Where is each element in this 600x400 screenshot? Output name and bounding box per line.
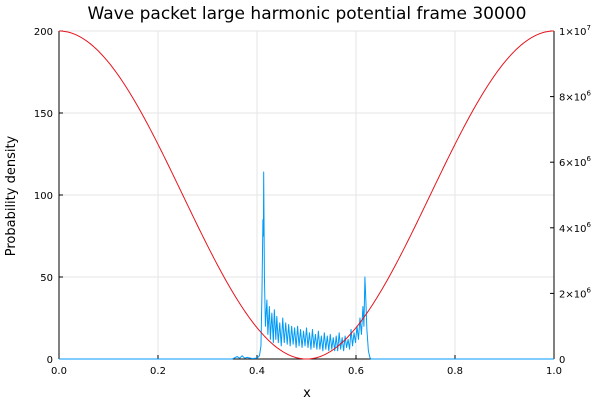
y-right-tick-label: 0 (559, 355, 565, 366)
tick-exponent: 6 (586, 155, 591, 163)
series-layer (58, 30, 555, 360)
y-right-tick-label: 1×107 (559, 24, 591, 38)
tick-exponent: 6 (586, 221, 591, 229)
x-tick-label: 1.0 (546, 366, 562, 377)
y-left-tick-label: 150 (34, 109, 53, 120)
y-axis-label: Probability density (4, 135, 19, 256)
tick-exponent: 6 (586, 90, 591, 98)
chart-title: Wave packet large harmonic potential fra… (88, 4, 527, 24)
x-tick-label: 0.0 (51, 366, 67, 377)
x-tick-label: 0.6 (348, 366, 364, 377)
y-right-tick-label: 2×106 (559, 286, 591, 300)
y-right-tick-label: 8×106 (559, 90, 591, 104)
y-left-tick-label: 100 (34, 191, 53, 202)
y-right-tick-label: 4×106 (559, 221, 591, 235)
tick-mantissa: 0 (559, 355, 565, 366)
tick-mantissa: 2×10 (559, 289, 586, 300)
y-left-tick-label: 50 (40, 273, 53, 284)
x-tick-label: 0.2 (150, 366, 166, 377)
tick-labels: 0.0 0.2 0.4 0.6 0.8 1.005010015020002×1064×10… (34, 24, 592, 377)
tick-exponent: 7 (586, 24, 590, 32)
potential-line (58, 30, 555, 360)
tick-mantissa: 8×10 (559, 93, 586, 104)
tick-mantissa: 6×10 (559, 158, 586, 169)
tick-mantissa: 4×10 (559, 224, 586, 235)
y-left-tick-label: 200 (34, 27, 53, 38)
tick-exponent: 6 (586, 286, 591, 294)
x-tick-label: 0.8 (447, 366, 463, 377)
y-right-tick-label: 6×106 (559, 155, 591, 169)
y-left-tick-label: 0 (47, 355, 53, 366)
tick-mantissa: 1×10 (559, 27, 586, 38)
probability-density-line (59, 171, 554, 360)
x-axis-label: x (303, 386, 311, 400)
x-tick-label: 0.4 (249, 366, 265, 377)
